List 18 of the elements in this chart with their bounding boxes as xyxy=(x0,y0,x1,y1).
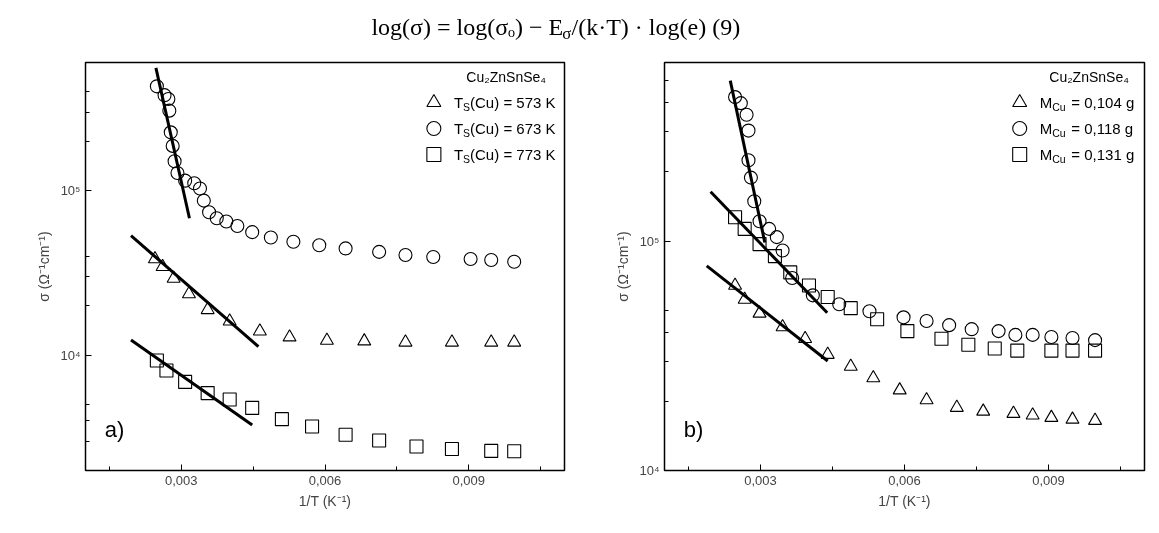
x-tick-label: 0,006 xyxy=(888,472,921,488)
x-axis-title: 1/T (K⁻¹) xyxy=(298,492,351,509)
x-tick-label: 0,003 xyxy=(165,472,198,488)
x-tick-label: 0,009 xyxy=(452,472,485,488)
y-tick-label: 10⁴ xyxy=(60,347,81,363)
x-tick-label: 0,006 xyxy=(308,472,342,488)
x-tick-label: 0,003 xyxy=(744,472,777,488)
legend-title: Cu₂ZnSnSe₄ xyxy=(1049,68,1130,85)
y-axis-title: σ (Ω⁻¹cm⁻¹) xyxy=(615,231,632,302)
y-tick-label: 10⁵ xyxy=(639,233,660,249)
x-tick-label: 0,009 xyxy=(1032,472,1065,488)
y-tick-label: 10⁵ xyxy=(60,183,81,199)
y-axis-title: σ (Ω⁻¹cm⁻¹) xyxy=(36,231,53,302)
annotation: a) xyxy=(104,417,125,443)
legend-title: Cu₂ZnSnSe₄ xyxy=(466,68,547,85)
annotation: b) xyxy=(683,417,704,443)
x-axis-title: 1/T (K⁻¹) xyxy=(878,492,931,509)
y-tick-label: 10⁴ xyxy=(639,463,660,478)
